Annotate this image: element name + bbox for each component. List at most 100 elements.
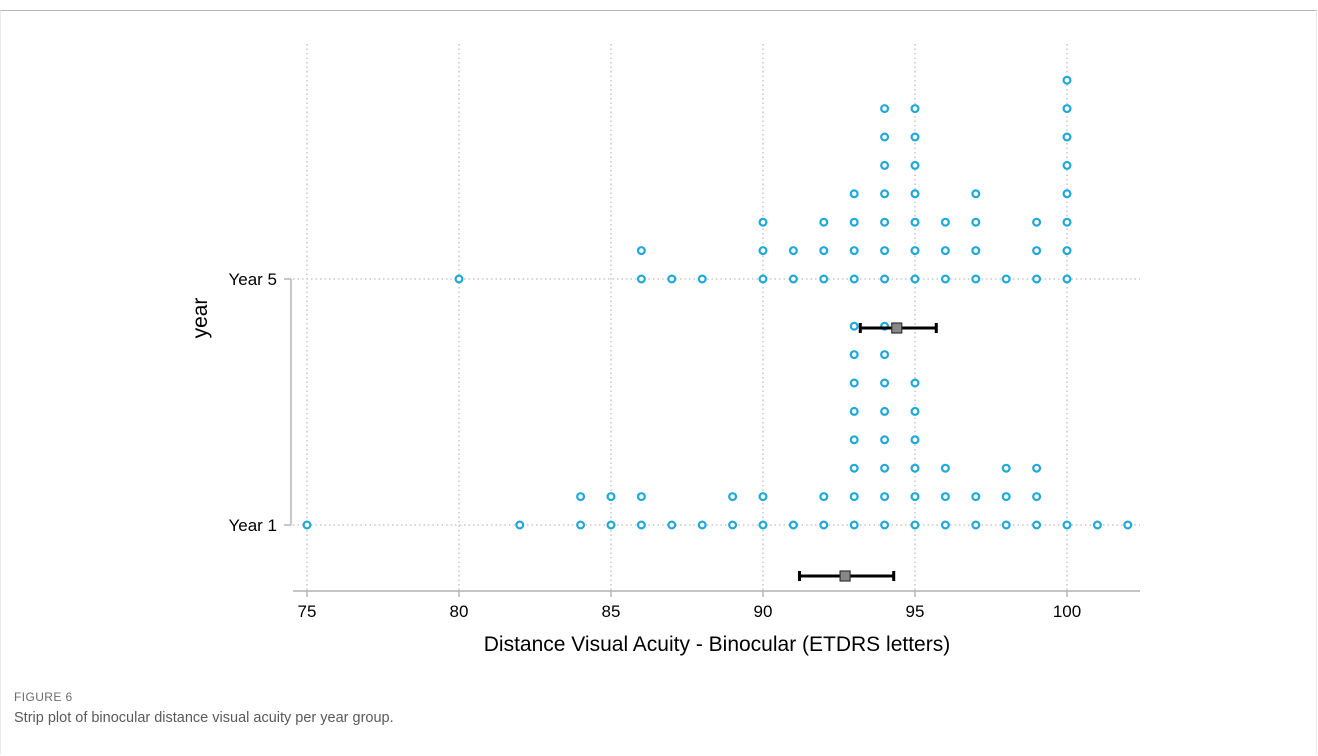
data-point (849, 246, 859, 256)
data-point (1062, 132, 1072, 142)
data-point (1062, 274, 1072, 284)
data-point (910, 463, 920, 473)
strip-plot: 75 80 85 90 95 100 Year 1 Year 5 Distance Visua… (189, 44, 1140, 656)
data-point (940, 217, 950, 227)
mean-marker (891, 322, 903, 334)
x-tick-label: 100 (1053, 602, 1081, 621)
data-point (971, 520, 981, 530)
data-point (667, 520, 677, 530)
y-tick-label: Year 5 (228, 270, 277, 289)
data-point (819, 492, 829, 502)
data-point (819, 217, 829, 227)
data-point (819, 274, 829, 284)
data-point (1001, 463, 1011, 473)
data-point (880, 435, 890, 445)
data-point (819, 520, 829, 530)
data-point (910, 104, 920, 114)
data-point (697, 520, 707, 530)
data-point (880, 246, 890, 256)
data-point (880, 350, 890, 360)
data-point (910, 435, 920, 445)
data-point (636, 520, 646, 530)
data-points (302, 75, 1133, 530)
data-point (880, 160, 890, 170)
data-point (849, 350, 859, 360)
data-point (1032, 520, 1042, 530)
data-point (1001, 492, 1011, 502)
data-point (1062, 217, 1072, 227)
data-point (940, 520, 950, 530)
data-point (1032, 217, 1042, 227)
data-point (697, 274, 707, 284)
x-tick-label: 95 (906, 602, 925, 621)
data-point (849, 492, 859, 502)
data-point (728, 492, 738, 502)
data-point (1123, 520, 1133, 530)
x-tick-label: 85 (602, 602, 621, 621)
data-point (1062, 75, 1072, 85)
data-point (880, 520, 890, 530)
data-point (636, 492, 646, 502)
data-point (910, 492, 920, 502)
data-point (849, 217, 859, 227)
data-point (880, 104, 890, 114)
data-point (910, 132, 920, 142)
data-point (971, 189, 981, 199)
data-point (788, 274, 798, 284)
data-point (758, 492, 768, 502)
data-point (880, 132, 890, 142)
data-point (849, 321, 859, 331)
data-point (910, 160, 920, 170)
data-point (880, 406, 890, 416)
x-axis-label: Distance Visual Acuity - Binocular (ETDR… (484, 633, 950, 656)
x-tick-label: 75 (298, 602, 317, 621)
data-point (728, 520, 738, 530)
data-point (880, 274, 890, 284)
y-tick-label: Year 1 (228, 516, 277, 535)
data-point (940, 463, 950, 473)
data-point (849, 406, 859, 416)
data-point (1062, 189, 1072, 199)
data-point (1032, 246, 1042, 256)
data-point (667, 274, 677, 284)
y-axis-label: year (189, 298, 212, 339)
grid-lines (293, 44, 1140, 591)
data-point (606, 520, 616, 530)
mean-ci-markers (797, 322, 938, 582)
data-point (1032, 492, 1042, 502)
data-point (910, 189, 920, 199)
figure-caption: Strip plot of binocular distance visual … (14, 710, 394, 726)
data-point (576, 492, 586, 502)
data-point (1032, 463, 1042, 473)
data-point (910, 378, 920, 388)
data-point (940, 492, 950, 502)
data-point (606, 492, 616, 502)
data-point (910, 406, 920, 416)
data-point (971, 274, 981, 284)
data-point (1062, 160, 1072, 170)
data-point (880, 463, 890, 473)
data-point (515, 520, 525, 530)
data-point (971, 217, 981, 227)
data-point (819, 246, 829, 256)
data-point (940, 246, 950, 256)
data-point (880, 492, 890, 502)
data-point (1001, 274, 1011, 284)
data-point (758, 217, 768, 227)
data-point (758, 246, 768, 256)
mean-marker (839, 570, 851, 582)
x-tick-label: 80 (450, 602, 469, 621)
data-point (576, 520, 586, 530)
data-point (302, 520, 312, 530)
data-point (1062, 520, 1072, 530)
data-point (758, 520, 768, 530)
data-point (1001, 520, 1011, 530)
data-point (849, 274, 859, 284)
data-point (849, 189, 859, 199)
data-point (1092, 520, 1102, 530)
data-point (788, 520, 798, 530)
figure-label: FIGURE 6 (14, 690, 73, 704)
data-point (910, 217, 920, 227)
data-point (1062, 104, 1072, 114)
data-point (849, 463, 859, 473)
